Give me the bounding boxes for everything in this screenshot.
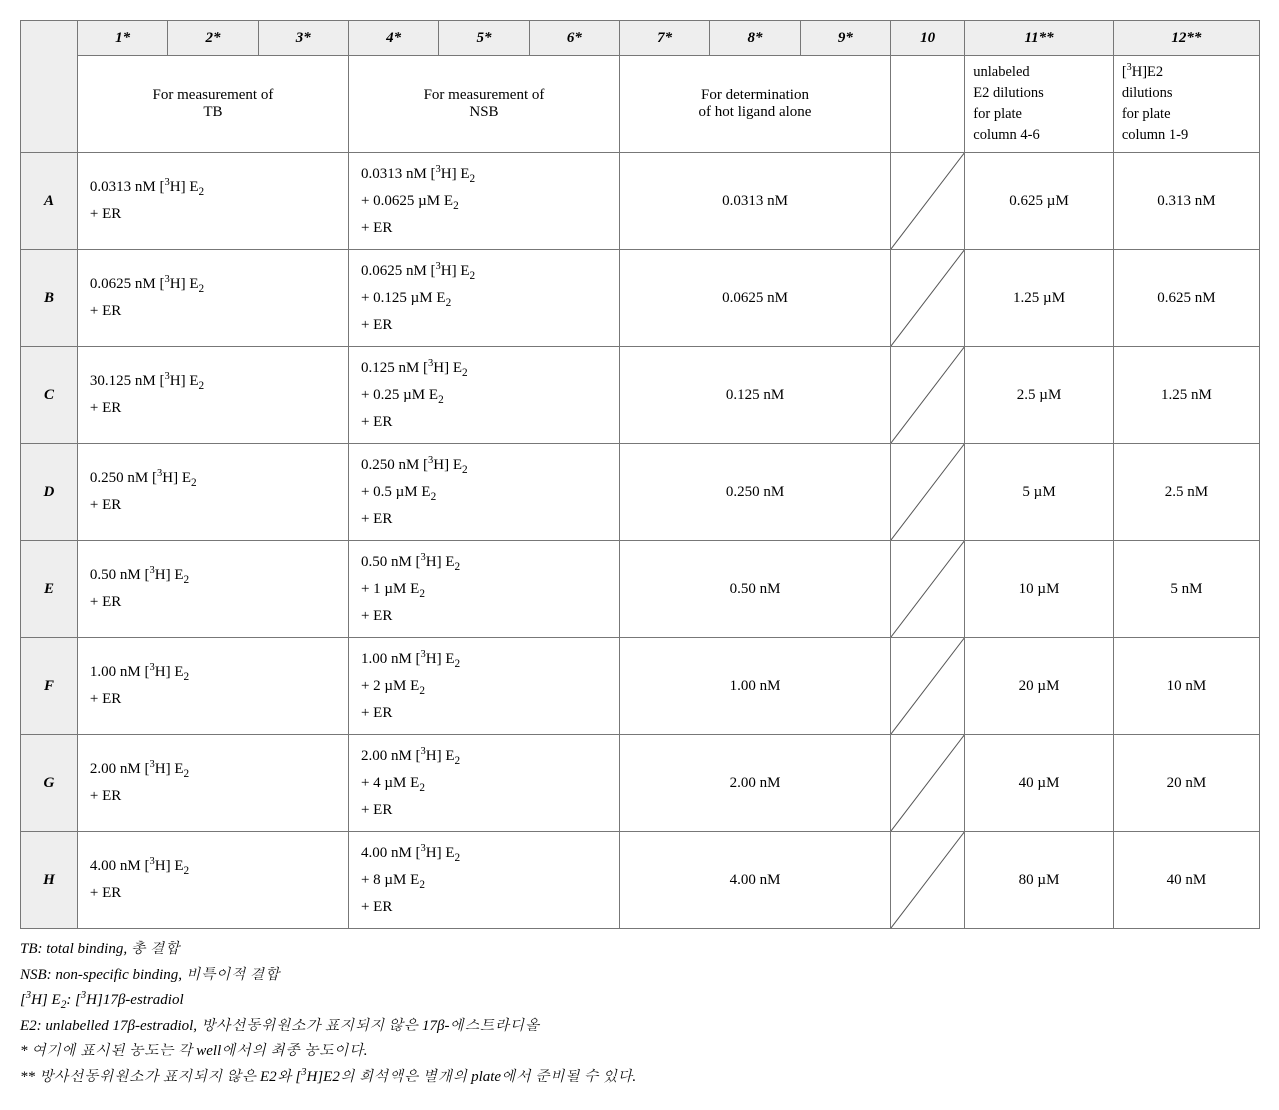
table-body: A0.0313 nM [3H] E2+ ER0.0313 nM [3H] E2+… (21, 153, 1260, 929)
header-row-numbers: 1* 2* 3* 4* 5* 6* 7* 8* 9* 10 11** 12** (21, 21, 1260, 56)
cell-slash (891, 735, 965, 832)
col-header: 10 (891, 21, 965, 56)
footnotes: TB: total binding, 총 결합NSB: non-specific… (20, 937, 1259, 1090)
cell-col11: 80 µM (965, 832, 1114, 929)
table-header: 1* 2* 3* 4* 5* 6* 7* 8* 9* 10 11** 12** … (21, 21, 1260, 153)
cell-col12: 2.5 nM (1113, 444, 1259, 541)
footnote-line: E2: unlabelled 17β-estradiol, 방사선동위원소가 표… (20, 1014, 1259, 1040)
table-row: B0.0625 nM [3H] E2+ ER0.0625 nM [3H] E2+… (21, 250, 1260, 347)
col-header: 11** (965, 21, 1114, 56)
table-row: C30.125 nM [3H] E2+ ER0.125 nM [3H] E2+ … (21, 347, 1260, 444)
cell-slash (891, 153, 965, 250)
cell-slash (891, 444, 965, 541)
col-header: 6* (529, 21, 619, 56)
group-desc-tb: For measurement ofTB (77, 56, 348, 153)
cell-col12: 5 nM (1113, 541, 1259, 638)
cell-nsb: 0.50 nM [3H] E2+ 1 µM E2+ ER (348, 541, 619, 638)
row-label: F (21, 638, 78, 735)
group-desc-col10 (891, 56, 965, 153)
cell-col11: 20 µM (965, 638, 1114, 735)
cell-col12: 0.625 nM (1113, 250, 1259, 347)
col-header: 5* (439, 21, 529, 56)
cell-nsb: 2.00 nM [3H] E2+ 4 µM E2+ ER (348, 735, 619, 832)
footnote-line: * 여기에 표시된 농도는 각 well에서의 최종 농도이다. (20, 1039, 1259, 1065)
col-header: 4* (348, 21, 438, 56)
cell-nsb: 1.00 nM [3H] E2+ 2 µM E2+ ER (348, 638, 619, 735)
cell-hot: 2.00 nM (619, 735, 890, 832)
cell-tb: 0.250 nM [3H] E2+ ER (77, 444, 348, 541)
cell-col11: 2.5 µM (965, 347, 1114, 444)
cell-hot: 0.0313 nM (619, 153, 890, 250)
cell-hot: 0.50 nM (619, 541, 890, 638)
cell-tb: 0.0625 nM [3H] E2+ ER (77, 250, 348, 347)
cell-hot: 0.0625 nM (619, 250, 890, 347)
col-header: 9* (800, 21, 890, 56)
cell-col12: 10 nM (1113, 638, 1259, 735)
cell-nsb: 4.00 nM [3H] E2+ 8 µM E2+ ER (348, 832, 619, 929)
footnote-line: TB: total binding, 총 결합 (20, 937, 1259, 963)
header-row-groups: For measurement ofTB For measurement ofN… (21, 56, 1260, 153)
table-row: G2.00 nM [3H] E2+ ER2.00 nM [3H] E2+ 4 µ… (21, 735, 1260, 832)
col-header: 7* (619, 21, 709, 56)
row-label: H (21, 832, 78, 929)
cell-col12: 40 nM (1113, 832, 1259, 929)
cell-nsb: 0.0313 nM [3H] E2+ 0.0625 µM E2+ ER (348, 153, 619, 250)
cell-nsb: 0.125 nM [3H] E2+ 0.25 µM E2+ ER (348, 347, 619, 444)
cell-col12: 20 nM (1113, 735, 1259, 832)
cell-hot: 0.250 nM (619, 444, 890, 541)
table-row: E0.50 nM [3H] E2+ ER0.50 nM [3H] E2+ 1 µ… (21, 541, 1260, 638)
row-label: G (21, 735, 78, 832)
col-header: 8* (710, 21, 800, 56)
footnote-line: [3H] E2: [3H]17β-estradiol (20, 988, 1259, 1014)
cell-hot: 4.00 nM (619, 832, 890, 929)
cell-col11: 40 µM (965, 735, 1114, 832)
cell-hot: 0.125 nM (619, 347, 890, 444)
cell-col11: 5 µM (965, 444, 1114, 541)
col-header: 2* (168, 21, 258, 56)
cell-slash (891, 347, 965, 444)
cell-col12: 0.313 nM (1113, 153, 1259, 250)
cell-col11: 0.625 µM (965, 153, 1114, 250)
cell-hot: 1.00 nM (619, 638, 890, 735)
cell-tb: 2.00 nM [3H] E2+ ER (77, 735, 348, 832)
cell-slash (891, 638, 965, 735)
row-label: A (21, 153, 78, 250)
cell-tb: 1.00 nM [3H] E2+ ER (77, 638, 348, 735)
cell-tb: 30.125 nM [3H] E2+ ER (77, 347, 348, 444)
cell-tb: 0.0313 nM [3H] E2+ ER (77, 153, 348, 250)
table-row: F1.00 nM [3H] E2+ ER1.00 nM [3H] E2+ 2 µ… (21, 638, 1260, 735)
group-desc-col12: [3H]E2dilutionsfor platecolumn 1-9 (1113, 56, 1259, 153)
cell-col11: 1.25 µM (965, 250, 1114, 347)
cell-slash (891, 541, 965, 638)
plate-layout-table: 1* 2* 3* 4* 5* 6* 7* 8* 9* 10 11** 12** … (20, 20, 1260, 929)
row-label: B (21, 250, 78, 347)
col-header: 1* (77, 21, 167, 56)
group-desc-hot: For determinationof hot ligand alone (619, 56, 890, 153)
footnote-line: NSB: non-specific binding, 비특이적 결합 (20, 963, 1259, 989)
corner-cell (21, 21, 78, 153)
row-label: D (21, 444, 78, 541)
cell-col12: 1.25 nM (1113, 347, 1259, 444)
cell-nsb: 0.0625 nM [3H] E2+ 0.125 µM E2+ ER (348, 250, 619, 347)
col-header: 3* (258, 21, 348, 56)
group-desc-nsb: For measurement ofNSB (348, 56, 619, 153)
cell-nsb: 0.250 nM [3H] E2+ 0.5 µM E2+ ER (348, 444, 619, 541)
group-desc-col11: unlabeledE2 dilutionsfor platecolumn 4-6 (965, 56, 1114, 153)
table-row: H4.00 nM [3H] E2+ ER4.00 nM [3H] E2+ 8 µ… (21, 832, 1260, 929)
cell-slash (891, 832, 965, 929)
footnote-line: ** 방사선동위원소가 표지되지 않은 E2와 [3H]E2의 희석액은 별개의… (20, 1065, 1259, 1091)
row-label: E (21, 541, 78, 638)
table-row: D0.250 nM [3H] E2+ ER0.250 nM [3H] E2+ 0… (21, 444, 1260, 541)
cell-col11: 10 µM (965, 541, 1114, 638)
cell-tb: 0.50 nM [3H] E2+ ER (77, 541, 348, 638)
row-label: C (21, 347, 78, 444)
cell-tb: 4.00 nM [3H] E2+ ER (77, 832, 348, 929)
table-row: A0.0313 nM [3H] E2+ ER0.0313 nM [3H] E2+… (21, 153, 1260, 250)
col-header: 12** (1113, 21, 1259, 56)
cell-slash (891, 250, 965, 347)
